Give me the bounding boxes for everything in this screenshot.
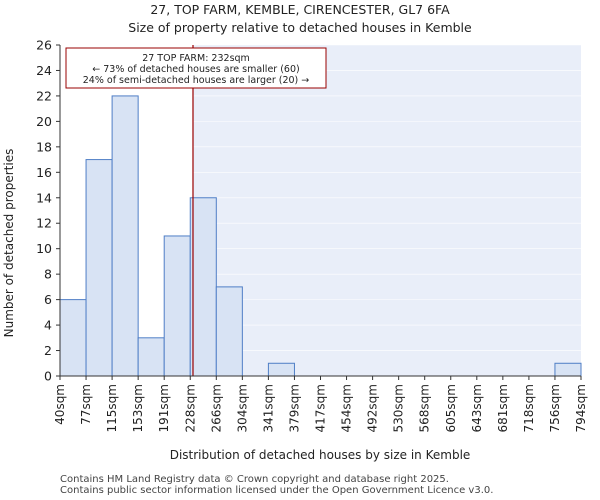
y-tick-label: 2 xyxy=(44,343,52,358)
histogram-bar xyxy=(215,286,243,377)
x-tick-label: 530sqm xyxy=(392,384,406,432)
y-axis-label: Number of detached properties xyxy=(2,149,16,338)
annotation-line-1: 27 TOP FARM: 232sqm xyxy=(142,53,250,64)
y-tick-label: 24 xyxy=(36,63,52,78)
x-tick-label: 77sqm xyxy=(79,384,93,425)
histogram-bar xyxy=(137,337,165,377)
y-tick-label: 14 xyxy=(36,190,52,205)
chart-title-subtitle: Size of property relative to detached ho… xyxy=(128,20,472,35)
y-tick-label: 4 xyxy=(44,318,52,333)
x-tick-label: 341sqm xyxy=(261,384,275,432)
histogram-bar xyxy=(554,362,582,377)
y-tick-label: 0 xyxy=(44,369,52,384)
histogram-bar xyxy=(59,299,87,377)
y-tick-label: 10 xyxy=(36,241,52,256)
histogram-bar xyxy=(163,235,191,377)
annotation-border xyxy=(65,47,327,89)
x-tick-label: 568sqm xyxy=(418,384,432,432)
annotation-box: 27 TOP FARM: 232sqm ← 73% of detached ho… xyxy=(65,47,327,89)
y-tick-label: 20 xyxy=(36,114,52,129)
y-tick-label: 18 xyxy=(36,139,52,154)
y-tick-label: 12 xyxy=(36,216,52,231)
y-tick-label: 8 xyxy=(44,267,52,282)
y-tick-label: 6 xyxy=(44,292,52,307)
annotation-line-2: ← 73% of detached houses are smaller (60… xyxy=(92,64,299,75)
x-tick-label: 454sqm xyxy=(340,384,354,432)
x-tick-label: 304sqm xyxy=(235,384,249,432)
x-tick-label: 417sqm xyxy=(314,384,328,432)
x-tick-label: 153sqm xyxy=(131,384,145,432)
x-tick-label: 681sqm xyxy=(496,384,510,432)
x-tick-label: 379sqm xyxy=(287,384,301,432)
histogram-bar xyxy=(111,95,139,377)
footer-copyright: Contains HM Land Registry data © Crown c… xyxy=(60,474,449,485)
histogram-bar xyxy=(189,197,217,377)
chart-title-address: 27, TOP FARM, KEMBLE, CIRENCESTER, GL7 6… xyxy=(150,2,450,17)
y-tick-label: 26 xyxy=(36,38,52,53)
x-tick-label: 756sqm xyxy=(548,384,562,432)
y-tick-label: 16 xyxy=(36,165,52,180)
x-tick-label: 643sqm xyxy=(470,384,484,432)
annotation-line-3: 24% of semi-detached houses are larger (… xyxy=(83,75,310,86)
x-tick-label: 718sqm xyxy=(522,384,536,432)
x-tick-label: 191sqm xyxy=(157,384,171,432)
x-tick-label: 266sqm xyxy=(209,384,223,432)
x-tick-label: 605sqm xyxy=(444,384,458,432)
shaded-larger-region xyxy=(192,45,581,376)
y-tick-label: 22 xyxy=(36,88,52,103)
footer-licence: Contains public sector information licen… xyxy=(60,485,494,496)
x-tick-label: 115sqm xyxy=(105,384,119,432)
x-tick-label: 492sqm xyxy=(366,384,380,432)
x-tick-label: 228sqm xyxy=(183,384,197,432)
x-axis-label: Distribution of detached houses by size … xyxy=(170,448,471,462)
x-tick-label: 794sqm xyxy=(574,384,588,432)
histogram-bar xyxy=(85,159,113,377)
x-tick-label: 40sqm xyxy=(53,384,67,425)
histogram-bar xyxy=(267,362,295,377)
